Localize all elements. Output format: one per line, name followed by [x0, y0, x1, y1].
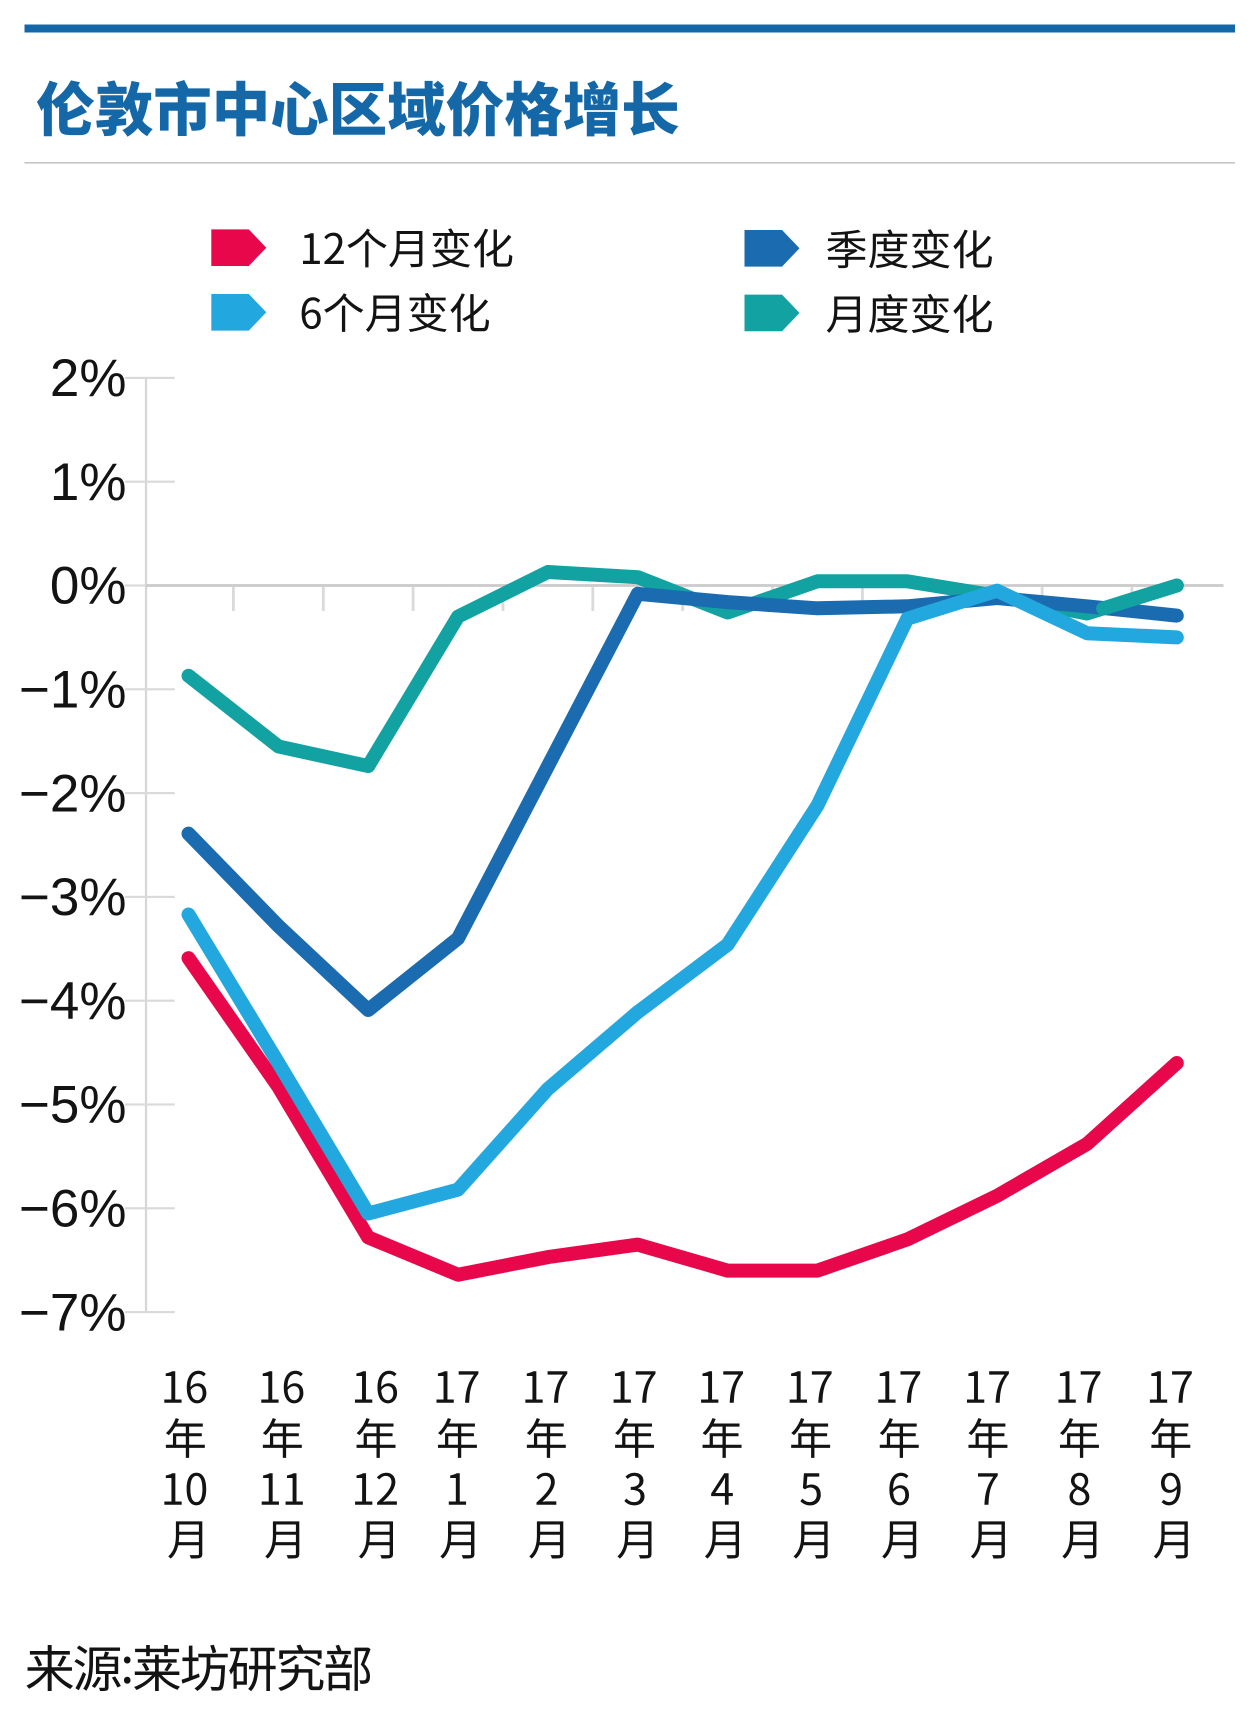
- svg-text:−7%: −7%: [19, 1283, 127, 1342]
- svg-text:−2%: −2%: [19, 764, 127, 823]
- svg-text:−4%: −4%: [19, 972, 127, 1031]
- svg-text:2%: 2%: [50, 349, 127, 408]
- svg-text:−6%: −6%: [19, 1180, 127, 1239]
- svg-text:1%: 1%: [50, 453, 127, 512]
- svg-text:0%: 0%: [50, 557, 127, 616]
- svg-text:−1%: −1%: [19, 661, 127, 720]
- svg-text:−3%: −3%: [19, 868, 127, 927]
- svg-text:−5%: −5%: [19, 1076, 127, 1135]
